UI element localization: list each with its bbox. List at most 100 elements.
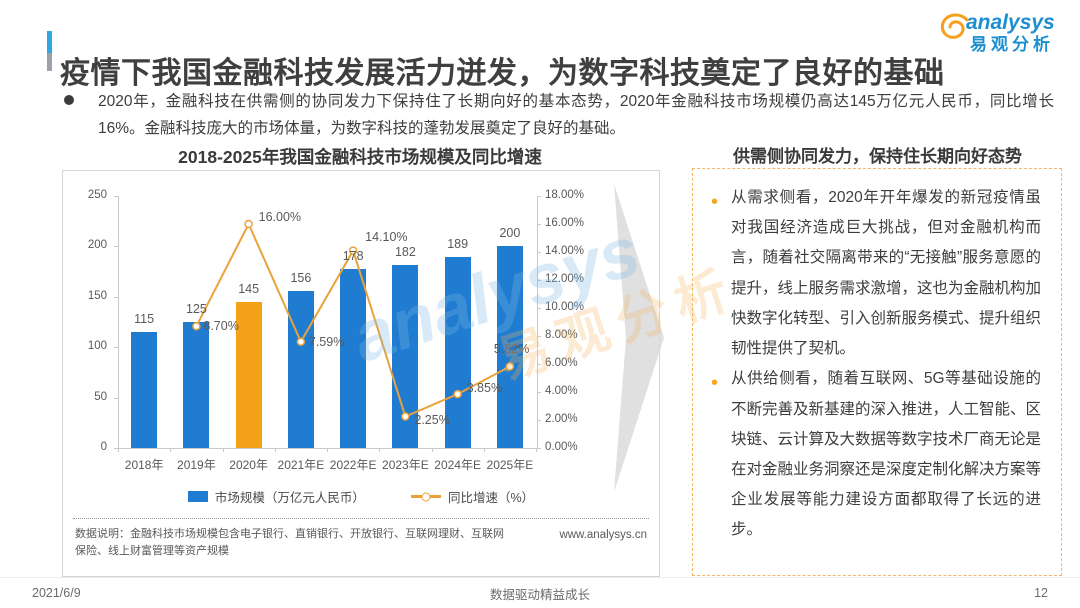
bullet-dot-icon [64,95,74,105]
x-axis-tick [483,448,485,452]
chart-source-note: 数据说明：金融科技市场规模包含电子银行、直销银行、开放银行、互联网理财、互联网保… [75,528,504,557]
y-axis-right-label: 14.00% [545,245,585,257]
y-axis-right-label: 16.00% [545,217,585,229]
footer-page-number: 12 [1034,586,1049,600]
bar-value-label: 125 [185,302,207,316]
y-axis-right-label: 18.00% [545,189,585,201]
logo-brand-cn-text: 易观分析 [970,35,1054,54]
y-axis-right-tick [537,224,541,225]
bar-value-label: 156 [290,270,312,285]
growth-line-point [401,412,410,421]
x-axis-tick [222,448,224,452]
growth-point-label: 8.70% [203,319,239,334]
bar-value-label: 145 [238,281,260,296]
y-axis-right-label: 2.00% [545,413,578,425]
chart-website: www.analysys.cn [559,529,647,541]
y-axis-right-tick [537,392,541,393]
chart-box: 0 50 100 150 200 250 0.00% 2.00% 4.00% 6.00% 8.00%… [62,170,660,577]
x-axis-tick [536,448,537,452]
bar-2024年E [444,257,471,448]
x-axis-tick [431,448,433,452]
panel-box: 从需求侧看，2020年开年爆发的新冠疫情虽对我国经济造成巨大挑战，但对金融机构而… [692,168,1062,576]
footer-slogan: 数据驱动精益成长 [490,587,591,602]
growth-line-point [505,362,515,371]
y-axis-right-tick [537,336,541,337]
growth-point-label: 7.59% [308,334,345,349]
x-axis-tick [118,448,119,452]
y-axis-right-label: 8.00% [545,329,578,341]
y-axis-right-label: 0.00% [545,441,578,453]
y-axis-left-tick [114,448,118,449]
bar-value-label: 178 [342,248,364,263]
bar-value-label: 182 [394,244,416,259]
growth-line-point [348,246,358,255]
x-axis-label: 2021年E [277,458,325,472]
y-axis-right-tick [537,364,541,365]
y-axis-right-tick [537,308,541,309]
bar-2020年 [235,301,262,448]
y-axis-left-label: 0 [100,441,107,453]
intro-text: 2020年，金融科技在供需侧的协同发力下保持住了长期向好的基本态势，2020年金… [98,93,1054,138]
slide-footer: 2021/6/9 数据驱动精益成长 12 [0,577,1080,608]
growth-point-label: 3.85% [466,381,503,396]
bar-value-label: 189 [447,237,469,252]
logo-brand-text: analysys [966,11,1055,34]
legend-bar-label: 市场规模（万亿元人民币） [214,491,365,505]
y-axis-left-tick [114,347,118,349]
y-axis-right-tick [537,280,541,281]
growth-point-label: 14.10% [365,229,408,244]
y-axis-left-label: 200 [87,239,107,252]
growth-line-point [296,337,306,346]
y-axis-left-label: 50 [94,390,107,403]
intro-bullet: 2020年，金融科技在供需侧的协同发力下保持住了长期向好的基本态势，2020年金… [64,88,1054,142]
title-accent-bar [47,31,52,71]
x-axis-label: 2019年 [177,458,216,472]
x-axis-label: 2022年E [329,458,377,472]
growth-line-layer [192,219,515,421]
growth-line-point [244,219,253,229]
bar-2018年 [131,332,158,448]
panel-bullet-list: 从需求侧看，2020年开年爆发的新冠疫情虽对我国经济造成巨大挑战，但对金融机构而… [709,183,1041,546]
growth-point-label: 16.00% [258,210,302,224]
x-axis-tick [170,448,172,452]
bar-value-label: 200 [499,226,521,241]
y-axis-right-label: 6.00% [545,357,578,369]
flow-arrow-icon [614,184,664,492]
analysys-logo: analysys 易观分析 [940,11,1068,54]
footer-date: 2021/6/9 [32,586,81,600]
y-axis-left-label: 100 [87,340,107,353]
x-axis-tick [327,448,328,452]
x-axis-tick [379,448,381,452]
chart-canvas: 0 50 100 150 200 250 0.00% 2.00% 4.00% 6.00% 8.00%… [63,171,659,576]
growth-line-point [453,389,462,399]
growth-line-point [192,321,201,331]
growth-point-label: 5.82% [493,341,530,356]
growth-point-label: 2.25% [414,412,450,427]
y-axis-right-label: 12.00% [545,273,585,285]
x-axis-label: 2025年E [486,458,534,472]
y-axis-right-tick [537,196,541,197]
x-axis-label: 2018年 [124,458,164,472]
y-axis-right-tick [537,448,541,449]
y-axis-right-tick [537,420,541,421]
legend-item-bar: 市场规模（万亿元人民币） [187,487,365,506]
x-axis-label: 2023年E [382,458,429,472]
legend-line-swatch [410,492,441,501]
bar-2022年E [340,268,367,448]
bar-value-label: 115 [134,312,155,327]
y-axis-right-label: 4.00% [545,385,578,397]
panel-bullet-demand: 从需求侧看，2020年开年爆发的新冠疫情虽对我国经济造成巨大挑战，但对金融机构而… [709,183,1041,364]
x-axis-label: 2020年 [229,458,268,472]
legend-bar-swatch [187,491,208,502]
y-axis-left-tick [114,296,118,298]
y-axis-left-tick [114,196,118,197]
panel-bullet-supply: 从供给侧看，随着互联网、5G等基础设施的不断完善及新基建的深入推进，人工智能、区… [709,364,1041,545]
x-axis-label: 2024年E [434,458,481,472]
bar-2021年E [287,290,314,448]
legend-item-line: 同比增速（%） [410,487,534,506]
y-axis-left-label: 250 [87,189,107,201]
panel-title: 供需侧协同发力，保持住长期向好态势 [733,147,1022,166]
y-axis-left-label: 150 [87,289,107,302]
y-axis-right-tick [537,252,541,253]
